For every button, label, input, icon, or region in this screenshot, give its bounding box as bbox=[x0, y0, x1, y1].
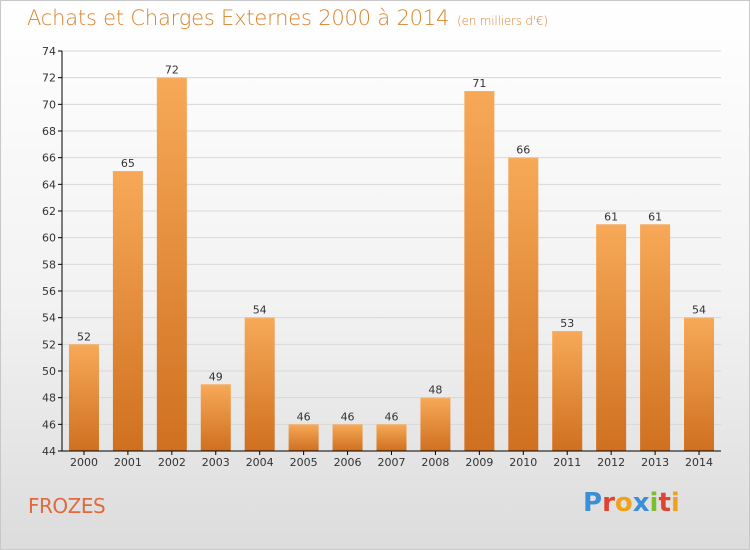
y-tick-label: 66 bbox=[42, 152, 56, 165]
y-tick-label: 48 bbox=[42, 392, 56, 405]
bars bbox=[68, 77, 715, 452]
y-tick-label: 50 bbox=[42, 365, 56, 378]
x-tick-label: 2001 bbox=[114, 456, 142, 469]
bar bbox=[112, 171, 143, 451]
x-tick-label: 2012 bbox=[597, 456, 625, 469]
x-tick-label: 2011 bbox=[553, 456, 581, 469]
logo-letter: r bbox=[602, 488, 615, 518]
data-label: 52 bbox=[77, 330, 91, 343]
bar bbox=[156, 77, 187, 452]
bar bbox=[464, 91, 495, 451]
x-tick-label: 2006 bbox=[334, 456, 362, 469]
chart-title-text: Achats et Charges Externes 2000 à 2014 bbox=[27, 6, 450, 30]
chart-title: Achats et Charges Externes 2000 à 2014 (e… bbox=[27, 6, 548, 30]
data-label: 61 bbox=[604, 210, 618, 223]
data-label: 49 bbox=[209, 370, 223, 383]
y-tick-label: 46 bbox=[42, 418, 56, 431]
bar bbox=[596, 224, 627, 451]
data-label: 61 bbox=[648, 210, 662, 223]
x-tick-label: 2005 bbox=[290, 456, 318, 469]
logo-letter: P bbox=[583, 488, 603, 518]
bar bbox=[244, 317, 275, 451]
y-tick-label: 72 bbox=[42, 72, 56, 85]
logo-letter: t bbox=[658, 488, 671, 518]
bar bbox=[332, 424, 363, 451]
bar bbox=[376, 424, 407, 451]
chart-subtitle: (en milliers d'€) bbox=[457, 14, 548, 28]
y-tick-label: 52 bbox=[42, 338, 56, 351]
logo-letter: i bbox=[670, 488, 680, 518]
bar bbox=[288, 424, 319, 451]
x-tick-label: 2014 bbox=[685, 456, 713, 469]
y-tick-label: 60 bbox=[42, 232, 56, 245]
place-name: FROZES bbox=[28, 494, 106, 518]
data-label: 46 bbox=[297, 410, 311, 423]
x-tick-label: 2009 bbox=[465, 456, 493, 469]
labels: 44 46 48 50 52 54 56 58 60 62 64 66 68 70 72 74 52 2000 65… bbox=[42, 45, 713, 469]
bar bbox=[420, 397, 451, 451]
x-tick-label: 2003 bbox=[202, 456, 230, 469]
bar bbox=[640, 224, 671, 451]
y-tick-label: 62 bbox=[42, 205, 56, 218]
x-tick-label: 2004 bbox=[246, 456, 274, 469]
y-tick-label: 54 bbox=[42, 312, 56, 325]
logo-letter: o bbox=[614, 488, 633, 518]
y-tick-label: 44 bbox=[42, 445, 56, 458]
data-label: 54 bbox=[253, 304, 267, 317]
data-label: 65 bbox=[121, 157, 135, 170]
data-label: 46 bbox=[385, 410, 399, 423]
x-tick-label: 2013 bbox=[641, 456, 669, 469]
y-tick-label: 70 bbox=[42, 98, 56, 111]
bar bbox=[68, 344, 99, 451]
data-label: 72 bbox=[165, 64, 179, 77]
y-tick-label: 58 bbox=[42, 258, 56, 271]
data-label: 54 bbox=[692, 304, 706, 317]
axes bbox=[58, 50, 721, 455]
y-tick-label: 56 bbox=[42, 285, 56, 298]
proxiti-logo: Proxiti bbox=[583, 488, 680, 518]
bar bbox=[684, 317, 715, 451]
x-tick-label: 2008 bbox=[421, 456, 449, 469]
bar bbox=[552, 331, 583, 451]
data-label: 71 bbox=[472, 77, 486, 90]
data-label: 66 bbox=[516, 144, 530, 157]
logo-letter: i bbox=[649, 488, 659, 518]
y-tick-label: 74 bbox=[42, 45, 56, 58]
y-tick-label: 68 bbox=[42, 125, 56, 138]
y-tick-label: 64 bbox=[42, 178, 56, 191]
data-label: 48 bbox=[428, 384, 442, 397]
logo-letter: x bbox=[632, 488, 650, 518]
x-tick-label: 2002 bbox=[158, 456, 186, 469]
x-tick-label: 2000 bbox=[70, 456, 98, 469]
x-tick-label: 2007 bbox=[378, 456, 406, 469]
bar bbox=[200, 384, 231, 451]
data-label: 46 bbox=[341, 410, 355, 423]
bar bbox=[508, 157, 539, 451]
x-tick-label: 2010 bbox=[509, 456, 537, 469]
data-label: 53 bbox=[560, 317, 574, 330]
